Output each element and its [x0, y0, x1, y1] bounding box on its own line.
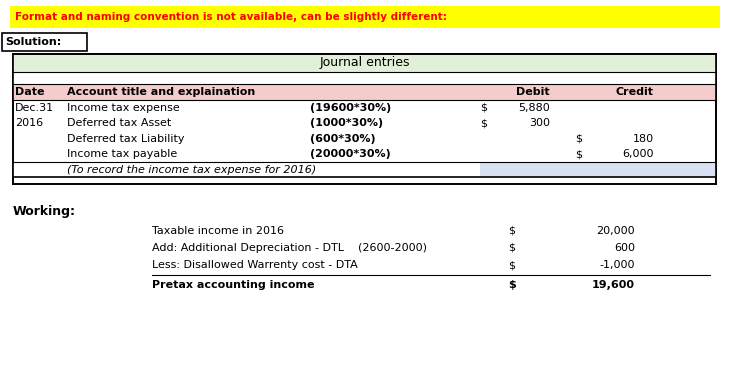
Text: Account title and explaination: Account title and explaination [67, 87, 255, 97]
Text: Add: Additional Depreciation - DTL: Add: Additional Depreciation - DTL [152, 243, 344, 253]
Text: Pretax accounting income: Pretax accounting income [152, 280, 314, 290]
Text: 6,000: 6,000 [623, 149, 654, 159]
Text: Income tax payable: Income tax payable [67, 149, 177, 159]
Text: $: $ [508, 243, 515, 253]
Text: 180: 180 [633, 134, 654, 144]
Bar [13, 72, 716, 84]
Text: Solution:: Solution: [5, 37, 61, 47]
Text: Journal entries: Journal entries [319, 56, 410, 69]
Bar [13, 54, 716, 184]
Text: $: $ [508, 226, 515, 236]
Text: Deferred tax Liability: Deferred tax Liability [67, 134, 184, 144]
Text: (19600*30%): (19600*30%) [310, 103, 391, 113]
Text: Taxable income in 2016: Taxable income in 2016 [152, 226, 284, 236]
Text: $: $ [480, 103, 487, 113]
Text: (600*30%): (600*30%) [310, 134, 375, 144]
Bar [480, 162, 716, 178]
Text: (2600-2000): (2600-2000) [358, 243, 427, 253]
Text: Income tax expense: Income tax expense [67, 103, 180, 113]
Bar [13, 162, 480, 178]
Text: Less: Disallowed Warrenty cost - DTA: Less: Disallowed Warrenty cost - DTA [152, 260, 358, 270]
Text: (To record the income tax expense for 2016): (To record the income tax expense for 20… [67, 165, 316, 175]
Text: 19,600: 19,600 [592, 280, 635, 290]
Bar [13, 84, 716, 100]
Text: -1,000: -1,000 [599, 260, 635, 270]
Text: $: $ [508, 260, 515, 270]
Bar [2, 33, 87, 51]
Text: 300: 300 [529, 118, 550, 128]
Bar [13, 54, 716, 72]
Text: (1000*30%): (1000*30%) [310, 118, 383, 128]
Text: Deferred tax Asset: Deferred tax Asset [67, 118, 171, 128]
Text: 5,880: 5,880 [518, 103, 550, 113]
Text: (20000*30%): (20000*30%) [310, 149, 391, 159]
Bar [10, 6, 720, 28]
Text: $: $ [508, 280, 515, 290]
Text: Debit: Debit [516, 87, 550, 97]
Text: 20,000: 20,000 [596, 226, 635, 236]
Text: Format and naming convention is not available, can be slightly different:: Format and naming convention is not avai… [15, 12, 447, 22]
Text: Dec.31: Dec.31 [15, 103, 54, 113]
Text: $: $ [480, 118, 487, 128]
Text: Credit: Credit [616, 87, 654, 97]
Text: Date: Date [15, 87, 44, 97]
Text: $: $ [575, 134, 582, 144]
Text: Working:: Working: [13, 205, 76, 218]
Text: $: $ [575, 149, 582, 159]
Text: 2016: 2016 [15, 118, 43, 128]
Text: 600: 600 [614, 243, 635, 253]
